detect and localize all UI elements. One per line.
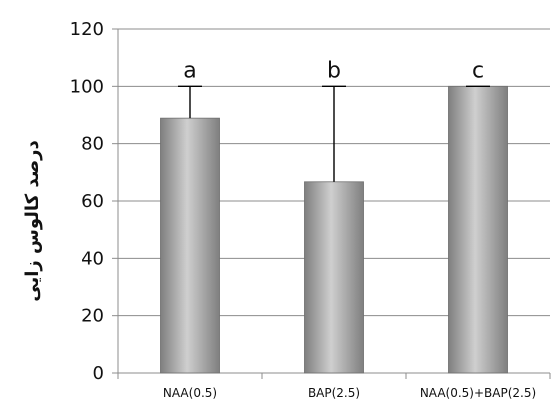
- y-tick-label: 20: [81, 306, 104, 327]
- significance-letter: c: [472, 58, 484, 83]
- y-tick-label: 40: [81, 248, 104, 269]
- bar: [160, 117, 220, 374]
- y-tick-label: 60: [81, 191, 104, 212]
- y-tick-label: 0: [93, 363, 104, 384]
- y-tick-label: 120: [70, 19, 104, 40]
- bar: [448, 85, 508, 374]
- y-tick-label: 100: [70, 76, 104, 97]
- error-bars: [178, 85, 490, 182]
- y-tick-label: 80: [81, 134, 104, 155]
- significance-letter: b: [327, 58, 341, 83]
- y-axis-title: درصد کالوس زایی: [22, 140, 43, 302]
- bar: [304, 181, 364, 374]
- x-tick-label: BAP(2.5): [308, 386, 360, 400]
- x-tick-label: NAA(0.5)+BAP(2.5): [420, 386, 536, 400]
- significance-letter: a: [183, 58, 196, 83]
- x-tick-label: NAA(0.5): [163, 386, 217, 400]
- labels: 0 20 40 60 80 100 120 a NAA(0.5) b BAP(2.5) c NAA(0.…: [70, 19, 537, 400]
